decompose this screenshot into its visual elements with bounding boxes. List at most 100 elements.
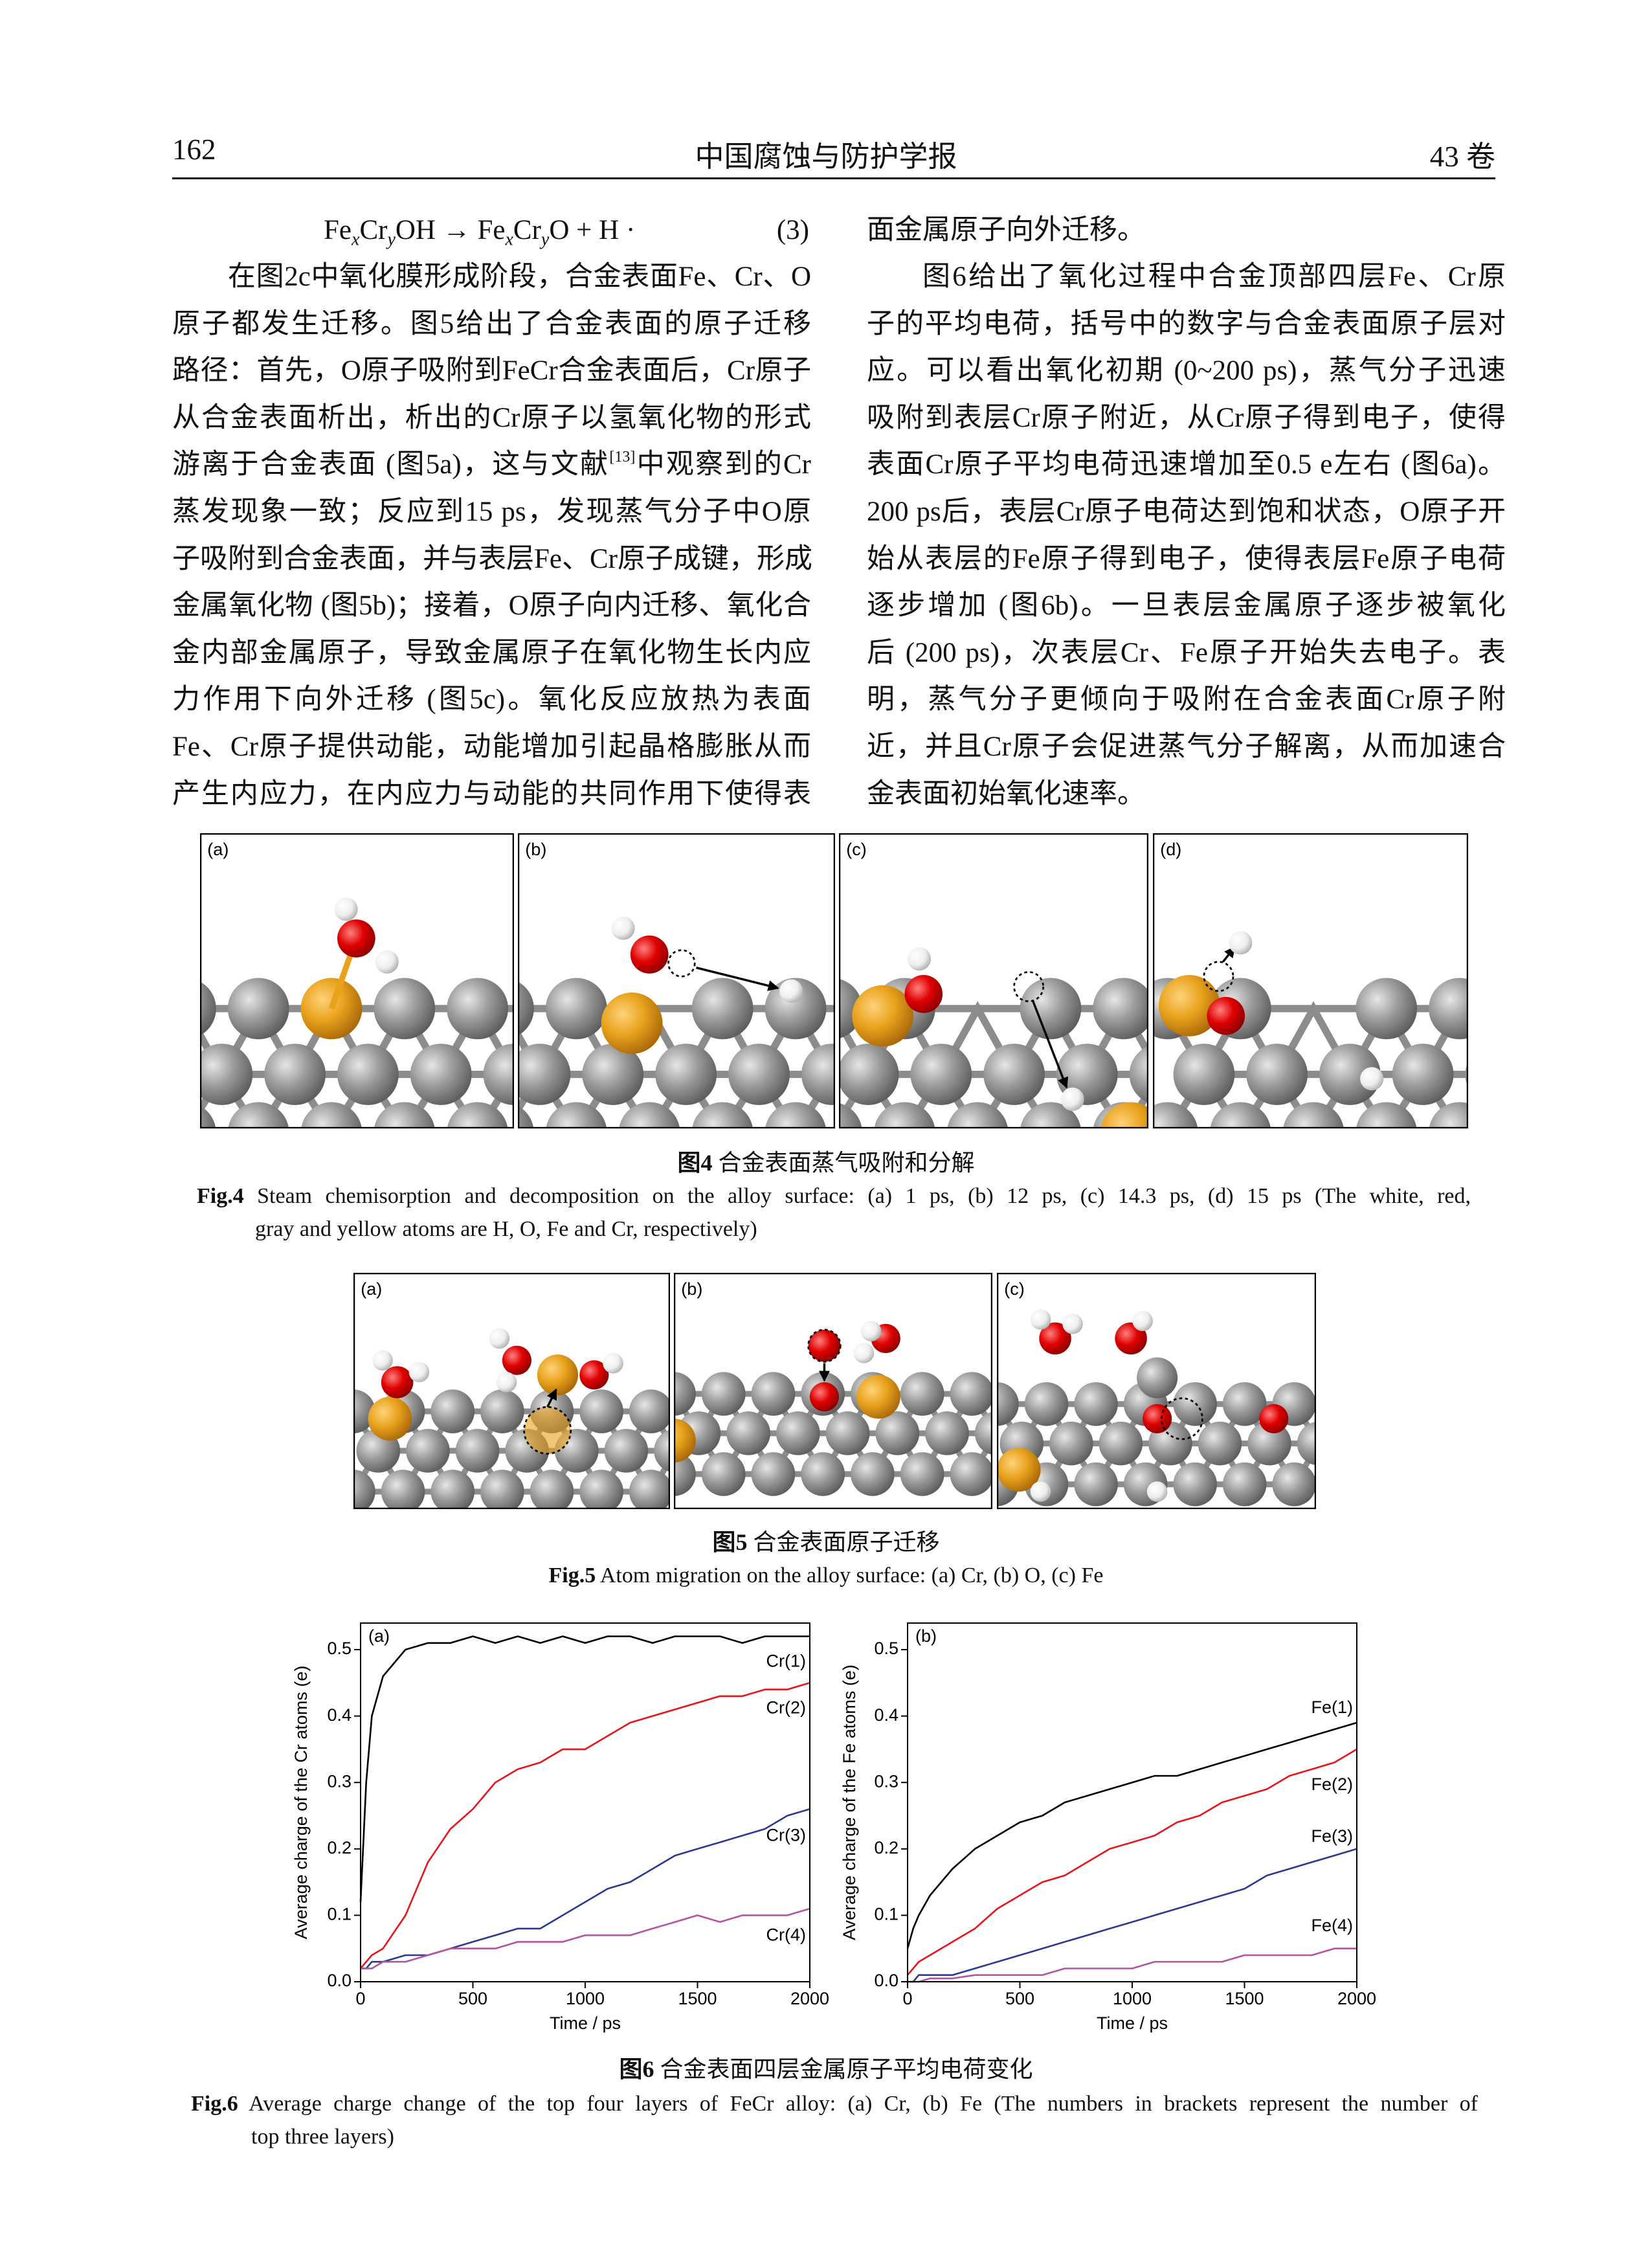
text-line: 应。可以看出氧化初期 (0~200 ps)，蒸气分子迅速 — [867, 355, 1506, 387]
caption-cn: 图4 合金表面蒸气吸附和分解 — [179, 1147, 1473, 1179]
atom — [1100, 1102, 1148, 1128]
citation: [13] — [609, 449, 636, 466]
x-axis-label: Time / ps — [550, 2013, 621, 2033]
atom — [537, 1354, 579, 1396]
y-tick-label: 0.5 — [874, 1639, 899, 1658]
atom — [630, 936, 669, 974]
caption-label: 图4 — [677, 1150, 713, 1176]
data-line — [361, 1907, 810, 1969]
atom — [603, 1352, 623, 1374]
caption-en: Fig.5 Atom migration on the alloy surfac… — [179, 1560, 1473, 1592]
atom — [1132, 1310, 1153, 1332]
caption-text: 合金表面蒸气吸附和分解 — [718, 1150, 975, 1176]
plot-frame — [360, 1622, 810, 1982]
x-tick-label: 2000 — [1337, 1989, 1376, 2008]
x-tick-label: 1500 — [678, 1989, 717, 2008]
atom — [856, 1374, 900, 1419]
text-line: 金表面初始氧化速率。 — [867, 778, 1145, 809]
atom — [1143, 1404, 1172, 1433]
atom — [381, 1366, 414, 1398]
panel-label: (a) — [368, 1626, 390, 1646]
series-label: Cr(1) — [766, 1652, 807, 1671]
atom — [601, 992, 663, 1054]
text-line: 面金属原子向外迁移。 — [867, 215, 1145, 245]
x-tick-label: 0 — [902, 1989, 912, 2008]
x-tick-label: 1000 — [1113, 1989, 1152, 2008]
y-axis-label: Average charge of the Fe atoms (e) — [840, 1664, 859, 1940]
atom — [1030, 1309, 1051, 1330]
equation-subscript: x — [505, 229, 513, 250]
series-label: Fe(3) — [1311, 1826, 1353, 1846]
atom — [1229, 931, 1253, 955]
text-line: 游离于合金表面 (图5a)，这与文献[13]中观察到的Cr — [172, 442, 811, 489]
y-axis-label: Average charge of the Cr atoms (e) — [291, 1666, 311, 1940]
text-segment: 中观察到的Cr — [635, 449, 812, 480]
panel-label: (c) — [1004, 1279, 1025, 1299]
series-label: Cr(2) — [766, 1698, 807, 1717]
text-line: 图6给出了氧化过程中合金顶部四层Fe、Cr原 — [922, 262, 1506, 292]
text-line: 路径：首先，O原子吸附到FeCr合金表面后，Cr原子 — [172, 355, 811, 387]
text-line: 子的平均电荷，括号中的数字与合金表面原子层对 — [867, 308, 1506, 339]
text-line: 表面Cr原子平均电荷迅速增加至0.5 e左右 (图6a)。 — [867, 449, 1506, 480]
equation-subscript: y — [541, 229, 550, 250]
figure-panel: (c) — [997, 1273, 1316, 1509]
figure-panel: (d) — [1153, 833, 1468, 1128]
atom — [1203, 961, 1234, 992]
caption-text: Atom migration on the alloy surface: (a)… — [599, 1564, 1104, 1587]
y-tick-label: 0.1 — [874, 1905, 899, 1924]
panel-frame — [674, 1273, 992, 1509]
caption-text: Steam chemisorption and decomposition on… — [257, 1184, 1471, 1208]
text-line: 后 (200 ps)，次表层Cr、Fe原子开始失去电子。表 — [867, 637, 1506, 668]
atom — [1137, 1357, 1178, 1398]
text-line: 原子都发生迁移。图5给出了合金表面的原子迁移 — [172, 308, 811, 339]
equation-text: OH → Fe — [395, 215, 506, 245]
panel-label: (b) — [915, 1626, 937, 1646]
equation-subscript: y — [387, 229, 396, 250]
caption-text: 合金表面原子迁移 — [753, 1529, 940, 1555]
text-line: 近，并且Cr原子会促进蒸气分子解离，从而加速合 — [867, 732, 1506, 762]
atom — [372, 1350, 393, 1371]
y-tick-label: 0.2 — [327, 1838, 352, 1857]
arrow — [1032, 1000, 1069, 1089]
caption-text: Average charge change of the top four la… — [249, 2092, 1478, 2116]
arrow — [696, 967, 779, 991]
atom — [853, 1343, 875, 1363]
volume: 43 卷 — [1429, 140, 1495, 173]
data-line — [907, 1748, 1357, 1976]
figure-panel: (c) — [839, 833, 1148, 1128]
atom — [334, 897, 358, 921]
caption-en: Fig.6 Average charge change of the top f… — [191, 2088, 1478, 2120]
atom — [779, 979, 803, 1003]
y-tick-label: 0.2 — [874, 1838, 899, 1857]
x-tick-label: 2000 — [790, 1989, 829, 2008]
atom — [1360, 1067, 1384, 1091]
text-line: Fe、Cr原子提供动能，动能增加引起晶格膨胀从而 — [172, 732, 811, 762]
x-axis-label: Time / ps — [1097, 2013, 1168, 2033]
equation: FexCryOH → FexCryO + H · — [324, 207, 635, 254]
panel-frame — [839, 833, 1148, 1128]
y-tick-label: 0.1 — [327, 1905, 352, 1924]
panel-label: (b) — [681, 1279, 702, 1299]
atom — [611, 916, 635, 940]
y-tick-label: 0.4 — [874, 1705, 899, 1725]
series-label: Fe(1) — [1311, 1698, 1353, 1717]
atom — [852, 985, 913, 1047]
text-line: 金属氧化物 (图5b)；接着，O原子向内迁移、氧化合 — [172, 590, 811, 622]
atom — [809, 1382, 840, 1412]
atom — [674, 1418, 696, 1463]
caption-cn: 图5 合金表面原子迁移 — [179, 1526, 1473, 1558]
atom — [907, 947, 932, 971]
panel-frame — [200, 833, 514, 1128]
series-label: Fe(4) — [1311, 1916, 1353, 1935]
x-tick-label: 500 — [458, 1989, 487, 2008]
caption-en: gray and yellow atoms are H, O, Fe and C… — [255, 1213, 757, 1246]
atom — [860, 1321, 882, 1341]
caption-label: Fig.5 — [548, 1564, 596, 1587]
y-tick-label: 0.4 — [327, 1705, 352, 1725]
panel-label: (b) — [525, 839, 546, 859]
panel-frame — [997, 1273, 1316, 1509]
page-number: 162 — [172, 133, 216, 166]
atom — [807, 1328, 842, 1363]
text-line: 力作用下向外迁移 (图5c)。氧化反应放热为表面 — [172, 684, 811, 715]
x-tick-label: 500 — [1005, 1989, 1034, 2008]
